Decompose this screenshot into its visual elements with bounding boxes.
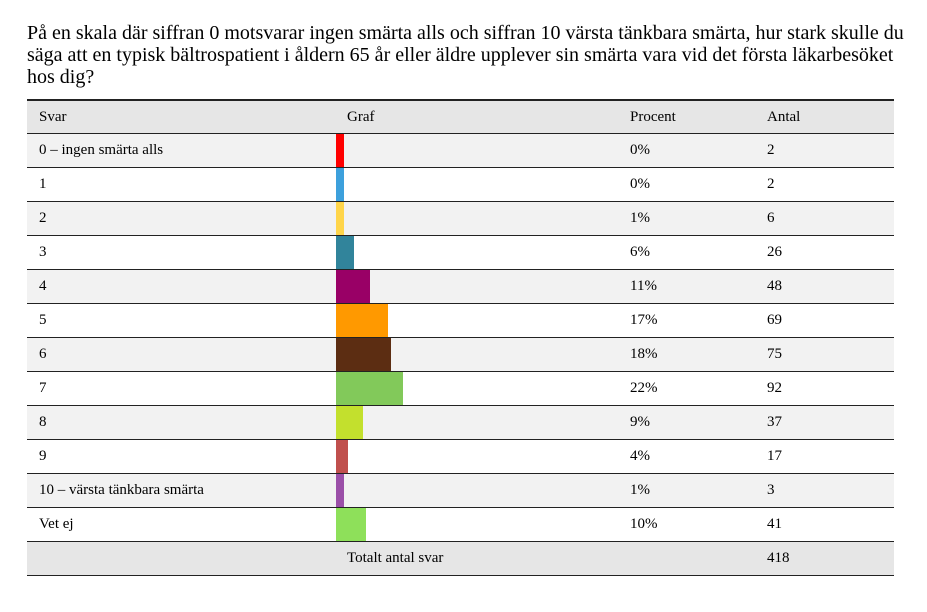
table-row: 1 0% 2 (27, 168, 894, 202)
header-procent: Procent (630, 108, 676, 125)
table-row: 8 9% 37 (27, 406, 894, 440)
bar (336, 304, 388, 337)
row-svar: 9 (39, 448, 47, 464)
row-antal: 17 (767, 448, 782, 464)
table-body: 0 – ingen smärta alls 0% 2 1 0% 2 2 1% 6 3 6% 26 4 11… (27, 134, 894, 542)
row-antal: 3 (767, 482, 775, 498)
bar (336, 440, 348, 473)
bar (336, 474, 344, 507)
bar (336, 508, 366, 541)
bar (336, 236, 354, 269)
table-row: 7 22% 92 (27, 372, 894, 406)
row-svar: 7 (39, 380, 47, 396)
row-antal: 69 (767, 312, 782, 328)
bar (336, 406, 363, 439)
table-row: 9 4% 17 (27, 440, 894, 474)
bar (336, 372, 403, 405)
table-header-row: Svar Graf Procent Antal (27, 99, 894, 134)
row-procent: 9% (630, 414, 650, 430)
bar (336, 134, 344, 167)
bar (336, 270, 370, 303)
row-antal: 6 (767, 210, 775, 226)
row-svar: 2 (39, 210, 47, 226)
row-svar: 1 (39, 176, 47, 192)
table-row: 10 – värsta tänkbara smärta 1% 3 (27, 474, 894, 508)
table-row: 5 17% 69 (27, 304, 894, 338)
row-antal: 37 (767, 414, 782, 430)
total-value: 418 (767, 550, 790, 566)
row-procent: 0% (630, 176, 650, 192)
row-procent: 11% (630, 278, 657, 294)
table-row: 6 18% 75 (27, 338, 894, 372)
header-graf: Graf (347, 108, 375, 125)
row-svar: 8 (39, 414, 47, 430)
row-antal: 2 (767, 176, 775, 192)
row-procent: 10% (630, 516, 658, 532)
row-svar: 6 (39, 346, 47, 362)
question-text: På en skala där siffran 0 motsvarar inge… (27, 22, 904, 88)
row-procent: 17% (630, 312, 658, 328)
row-procent: 1% (630, 210, 650, 226)
table-row: 0 – ingen smärta alls 0% 2 (27, 134, 894, 168)
table-row: 3 6% 26 (27, 236, 894, 270)
row-procent: 6% (630, 244, 650, 260)
row-antal: 41 (767, 516, 782, 532)
bar (336, 168, 344, 201)
row-antal: 48 (767, 278, 782, 294)
bar (336, 338, 391, 371)
row-svar: Vet ej (39, 516, 74, 532)
row-procent: 18% (630, 346, 658, 362)
table-row: 2 1% 6 (27, 202, 894, 236)
row-antal: 2 (767, 142, 775, 158)
row-procent: 4% (630, 448, 650, 464)
table-row: Vet ej 10% 41 (27, 508, 894, 542)
row-svar: 3 (39, 244, 47, 260)
row-procent: 0% (630, 142, 650, 158)
header-antal: Antal (767, 108, 801, 125)
table-footer-row: Totalt antal svar 418 (27, 542, 894, 576)
row-svar: 5 (39, 312, 47, 328)
row-svar: 10 – värsta tänkbara smärta (39, 482, 204, 498)
row-antal: 75 (767, 346, 782, 362)
row-svar: 0 – ingen smärta alls (39, 142, 164, 158)
total-label: Totalt antal svar (347, 550, 444, 566)
row-procent: 1% (630, 482, 650, 498)
header-svar: Svar (39, 108, 67, 125)
row-svar: 4 (39, 278, 47, 294)
row-procent: 22% (630, 380, 658, 396)
row-antal: 92 (767, 380, 782, 396)
table-row: 4 11% 48 (27, 270, 894, 304)
results-table: Svar Graf Procent Antal 0 – ingen smärta… (27, 99, 894, 576)
bar (336, 202, 344, 235)
row-antal: 26 (767, 244, 782, 260)
